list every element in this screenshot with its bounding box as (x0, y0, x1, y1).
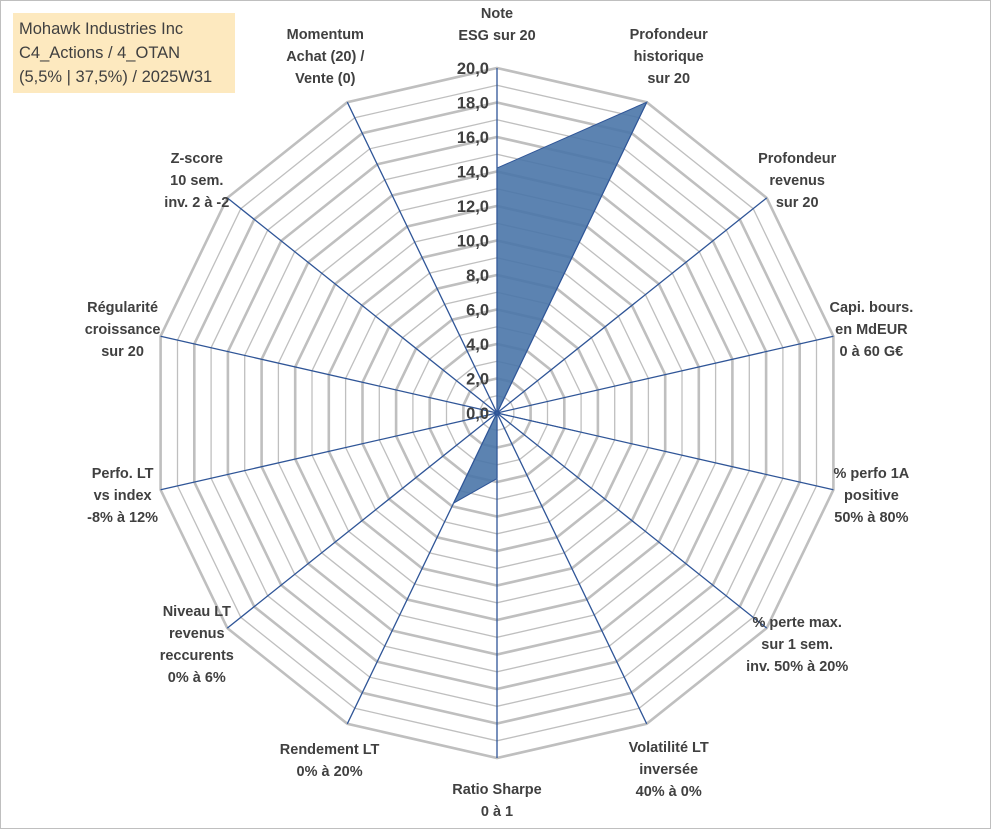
axis-label-line: inversée (639, 761, 699, 778)
data-point-14 (496, 412, 498, 414)
axis-label-line: 0 à 60 G€ (839, 344, 904, 361)
axis-spoke (226, 412, 498, 629)
axis-label-line: 10 sem. (170, 173, 224, 190)
axis-label-line: inv. 50% à 20% (746, 658, 849, 675)
data-point-8 (496, 478, 498, 480)
axis-label-line: -8% à 12% (87, 509, 159, 526)
tick-label: 12,0 (457, 198, 489, 216)
axis-label-6: % perte max. sur 1 sem. inv. 50% à 20% (746, 612, 848, 678)
tick-label: 2,0 (466, 371, 489, 389)
tick-label: 18,0 (457, 95, 489, 113)
axis-spoke (496, 412, 768, 629)
axis-label-line: Capi. bours. (829, 300, 914, 317)
axis-spoke (496, 197, 768, 414)
axis-spoke (496, 335, 834, 414)
axis-label-5: % perfo 1A positive 50% à 80% (834, 463, 910, 529)
axis-label-line: Z-score (170, 151, 223, 168)
axis-label-2: Profondeur historique sur 20 (630, 24, 708, 90)
axis-spoke (226, 197, 498, 414)
axis-label-10: Niveau LT revenus reccurents 0% à 6% (160, 601, 234, 689)
axis-label-line: Vente (0) (295, 70, 356, 87)
axis-spoke (496, 412, 648, 725)
data-point-2 (646, 101, 648, 103)
axis-label-line: vs index (93, 487, 152, 504)
axis-label-14: Momentum Achat (20) / Vente (0) (286, 24, 364, 90)
axis-label-line: Ratio Sharpe (452, 782, 542, 798)
axis-label-line: sur 20 (101, 344, 144, 361)
axis-spoke (346, 101, 498, 414)
axis-label-7: Volatilité LT inversée 40% à 0% (629, 737, 709, 803)
title-line-1: Mohawk Industries Inc (19, 20, 184, 38)
tick-label: 6,0 (466, 302, 489, 320)
axis-label-line: 0% à 20% (296, 763, 363, 780)
axis-label-line: reccurents (159, 647, 234, 664)
data-point-1 (496, 167, 498, 169)
axis-label-line: 0% à 6% (167, 669, 226, 686)
axis-label-line: 50% à 80% (834, 509, 909, 526)
axis-label-line: Rendement LT (279, 741, 380, 758)
axis-label-line: 0 à 1 (480, 804, 514, 820)
axis-label-line: historique (633, 48, 704, 65)
axis-label-line: sur 20 (647, 70, 691, 87)
axis-label-11: Perfo. LT vs index -8% à 12% (87, 463, 158, 529)
title-line-2: C4_Actions / 4_OTAN (19, 44, 181, 62)
axis-label-4: Capi. bours. en MdEUR 0 à 60 G€ (829, 297, 913, 363)
axis-label-line: revenus (769, 173, 825, 190)
axis-label-line: inv. 2 à -2 (164, 195, 230, 212)
axis-label-line: Achat (20) / (286, 48, 365, 65)
tick-label: 0,0 (466, 405, 489, 423)
axis-label-line: Profondeur (758, 151, 837, 168)
axis-label-line: Volatilité LT (628, 739, 709, 756)
axis-label-line: Perfo. LT (91, 465, 154, 482)
axis-label-12: Régularité croissance sur 20 (85, 297, 161, 363)
axis-spoke (160, 412, 498, 491)
axis-label-line: revenus (168, 625, 225, 642)
tick-label: 20,0 (457, 60, 489, 78)
axis-label-line: Note (480, 6, 514, 22)
axis-label-8: Ratio Sharpe 0 à 1 (452, 779, 541, 823)
axis-label-line: ESG sur 20 (458, 28, 536, 44)
title-line-3: (5,5% | 37,5%) / 2025W31 (19, 68, 213, 86)
tick-label: 14,0 (457, 164, 489, 182)
axis-label-line: en MdEUR (835, 322, 908, 339)
axis-label-line: % perte max. (752, 614, 842, 631)
tick-label: 4,0 (466, 336, 489, 354)
axis-label-9: Rendement LT 0% à 20% (280, 739, 380, 783)
axis-label-line: Profondeur (629, 26, 708, 43)
axis-label-line: positive (843, 487, 899, 504)
axis-label-line: 40% à 0% (635, 783, 702, 800)
axis-label-3: Profondeur revenus sur 20 (758, 148, 836, 214)
axis-label-line: Momentum (286, 26, 364, 43)
axis-label-line: % perfo 1A (833, 465, 910, 482)
chart-title-box: Mohawk Industries Inc C4_Actions / 4_OTA… (13, 13, 235, 93)
axis-label-13: Z-score 10 sem. inv. 2 à -2 (164, 148, 229, 214)
axis-label-line: Niveau LT (162, 603, 231, 620)
axis-label-line: sur 1 sem. (761, 636, 834, 653)
data-point-5 (580, 431, 582, 433)
axis-label-line: sur 20 (775, 195, 819, 212)
axis-spoke (160, 335, 498, 414)
tick-label: 16,0 (457, 129, 489, 147)
axis-label-line: croissance (84, 322, 161, 339)
tick-label: 8,0 (466, 267, 489, 285)
data-point-9 (453, 502, 455, 504)
axis-label-1: Note ESG sur 20 (458, 3, 535, 47)
axis-label-line: Régularité (87, 300, 159, 317)
tick-label: 10,0 (457, 233, 489, 251)
